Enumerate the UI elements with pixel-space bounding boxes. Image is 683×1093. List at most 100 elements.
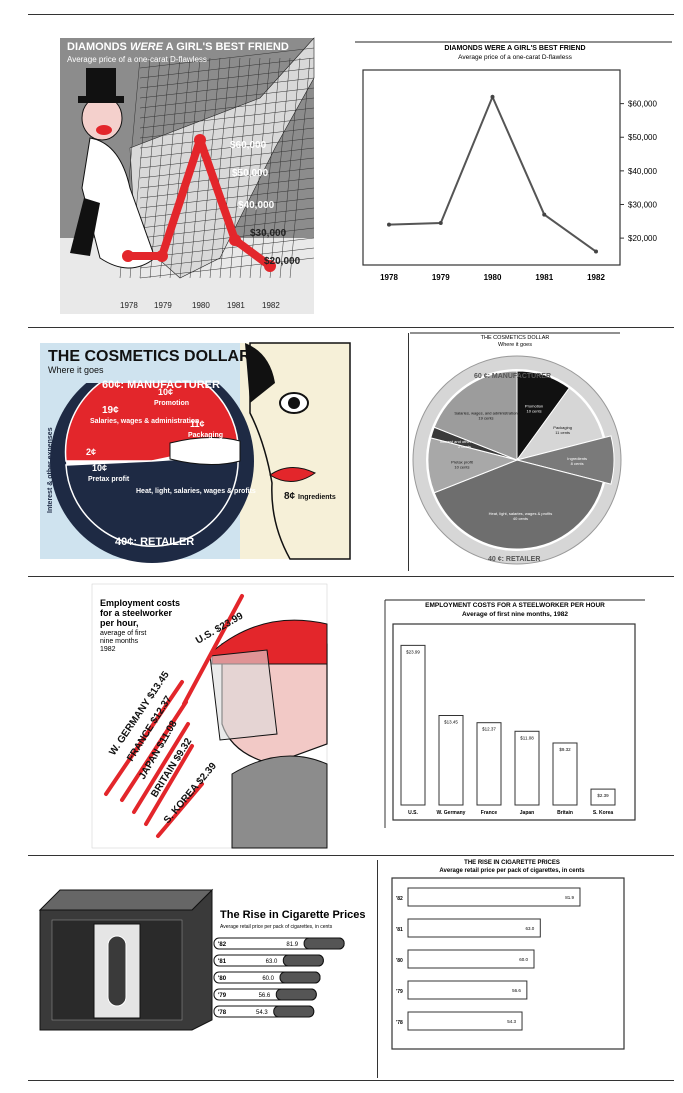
price-label-40000: $40,000 <box>238 200 275 211</box>
cig-bar-value-4: 54.3 <box>507 1019 516 1024</box>
pie-slice-6 <box>433 370 518 461</box>
cig-tip-1 <box>282 954 324 967</box>
line-point-1981 <box>542 212 547 217</box>
price-label-50000: $50,000 <box>232 168 269 179</box>
fishnet-line <box>139 77 315 99</box>
y-tick-label: $30,000 <box>628 200 657 209</box>
cig-tip-2 <box>279 971 321 984</box>
steel-bar-0 <box>400 644 426 806</box>
steel-illus-sub-1: average of first <box>100 630 146 637</box>
promotion-text: Promotion <box>154 400 189 407</box>
x-label-1982: 1982 <box>587 273 605 282</box>
fishnet-line <box>139 57 315 79</box>
fishnet-line <box>139 47 315 69</box>
pie-slice-name-2: Ingredients <box>567 456 587 461</box>
separator-bottom <box>28 1080 674 1081</box>
fishnet-line <box>139 97 315 119</box>
cigarette-bar-chart: THE RISE IN CIGARETTE PRICES Average ret… <box>391 860 625 1050</box>
fishnet-line <box>139 147 315 169</box>
steel-bar-3 <box>514 730 540 806</box>
pie-slice-name-3: Heat, light, salaries, wages & profits <box>489 511 553 516</box>
cig-bar-3 <box>407 980 528 1000</box>
steel-illus-sub-2: nine months <box>100 638 139 645</box>
line-point-1980 <box>490 94 495 99</box>
cig-value-1: 63.0 <box>266 959 278 965</box>
fishnet-line <box>139 247 315 269</box>
fishnet-line <box>249 57 271 279</box>
cig-tip-0 <box>303 937 345 950</box>
separator-3 <box>28 855 674 856</box>
pie-slice-name-1: Packaging <box>553 425 572 430</box>
steel-bar-1 <box>438 715 464 806</box>
separator-1 <box>28 327 674 328</box>
y-tick-label: $60,000 <box>628 100 657 109</box>
cig-bar-0 <box>407 887 581 907</box>
promotion-value: 10¢ <box>158 387 173 397</box>
steel-bar-value-4: $9.32 <box>559 747 571 752</box>
pie-slice-2 <box>516 435 615 485</box>
cig-chart-frame <box>391 877 625 1050</box>
steel-ray-3 <box>132 722 190 814</box>
x-label-1979: 1979 <box>432 273 450 282</box>
pie-slice-value-3: 40 cents <box>513 516 528 521</box>
pie-ring-top-label: 60 ¢: MANUFACTURER <box>474 373 551 380</box>
pie-slice-name-4: Pretax profit <box>451 459 473 464</box>
cigarette-illus-subtitle: Average retail price per pack of cigaret… <box>220 924 333 930</box>
steel-illus-title-2: for a steelworker <box>100 608 173 618</box>
red-lips-icon <box>269 467 316 482</box>
cig-bar-value-0: 81.9 <box>565 895 574 900</box>
fishnet-line <box>139 87 315 109</box>
cig-value-2: 60.0 <box>262 976 274 982</box>
cig-tip-3 <box>275 988 317 1001</box>
pie-slice-value-4: 10 cents <box>454 464 469 469</box>
pie-slice-value-6: 19 cents <box>478 415 493 420</box>
fishnet-line <box>269 57 291 279</box>
steel-ray-5 <box>156 782 204 838</box>
pie-slice-3 <box>433 459 604 550</box>
illustration-subtitle: Average price of a one-carat D-flawless <box>67 55 207 64</box>
steel-bar-2 <box>476 722 502 806</box>
fishnet-line <box>139 67 315 89</box>
y-tick-label: $50,000 <box>628 133 657 142</box>
price-label-60000: $60,000 <box>230 140 267 151</box>
cig-bar-category-3: '79 <box>396 989 403 995</box>
line-point-1978 <box>387 222 391 227</box>
steel-ray-2 <box>120 700 188 802</box>
cigarette-illus-title: The Rise in Cigarette Prices <box>220 909 366 921</box>
manufacturer-ring-label: 60¢: MANUFACTURER <box>102 379 220 391</box>
steel-bar-value-2: $12.37 <box>482 727 496 732</box>
worker-shoulder <box>231 755 328 849</box>
ingredients-text: Ingredients <box>298 494 336 501</box>
cig-year-1: '81 <box>218 959 227 965</box>
cig-bar-category-2: '80 <box>396 958 403 964</box>
cig-year-4: '78 <box>218 1010 227 1016</box>
steel-bar-category-5: S. Korea <box>593 810 614 816</box>
fishnet-line <box>189 57 211 279</box>
fishnet-line <box>149 57 171 279</box>
steel-ray-4 <box>144 744 194 826</box>
pie-slice-value-5: 2 cents <box>458 444 471 449</box>
interest-value: 2¢ <box>86 447 96 457</box>
cigarette-illustration: The Rise in Cigarette Prices Average ret… <box>38 888 366 1031</box>
illus-x-label-1982: 1982 <box>262 301 280 310</box>
cig-bar-value-3: 56.6 <box>512 988 521 993</box>
fishnet-line <box>139 167 315 189</box>
x-label-1981: 1981 <box>535 273 553 282</box>
pretax-value: 10¢ <box>92 463 107 473</box>
fishnet-line <box>219 57 241 279</box>
steelworker-bar-chart: EMPLOYMENT COSTS FOR A STEELWORKER PER H… <box>384 599 645 828</box>
packaging-text: Packaging <box>188 432 223 439</box>
cig-bar-value-2: 60.0 <box>519 957 528 962</box>
cosmetics-illustration: THE COSMETICS DOLLAR Where it goes 60¢: … <box>40 342 351 563</box>
line-series-diamond-price <box>388 94 597 253</box>
steel-bar-category-3: Japan <box>520 810 534 816</box>
retailer-ring-label: 40¢: RETAILER <box>115 536 194 548</box>
pie-ring-bottom-label: 40 ¢: RETAILER <box>488 556 540 563</box>
cig-tip-4 <box>273 1005 315 1018</box>
steel-bar-value-1: $13.45 <box>444 720 458 725</box>
line-chart-title: DIAMONDS WERE A GIRL'S BEST FRIEND <box>444 45 585 52</box>
steel-chart-subtitle: Average of first nine months, 1982 <box>462 611 568 618</box>
cig-year-0: '82 <box>218 942 227 948</box>
interest-side-label: Interest & other expenses <box>47 427 54 513</box>
fishnet-line <box>139 237 315 259</box>
